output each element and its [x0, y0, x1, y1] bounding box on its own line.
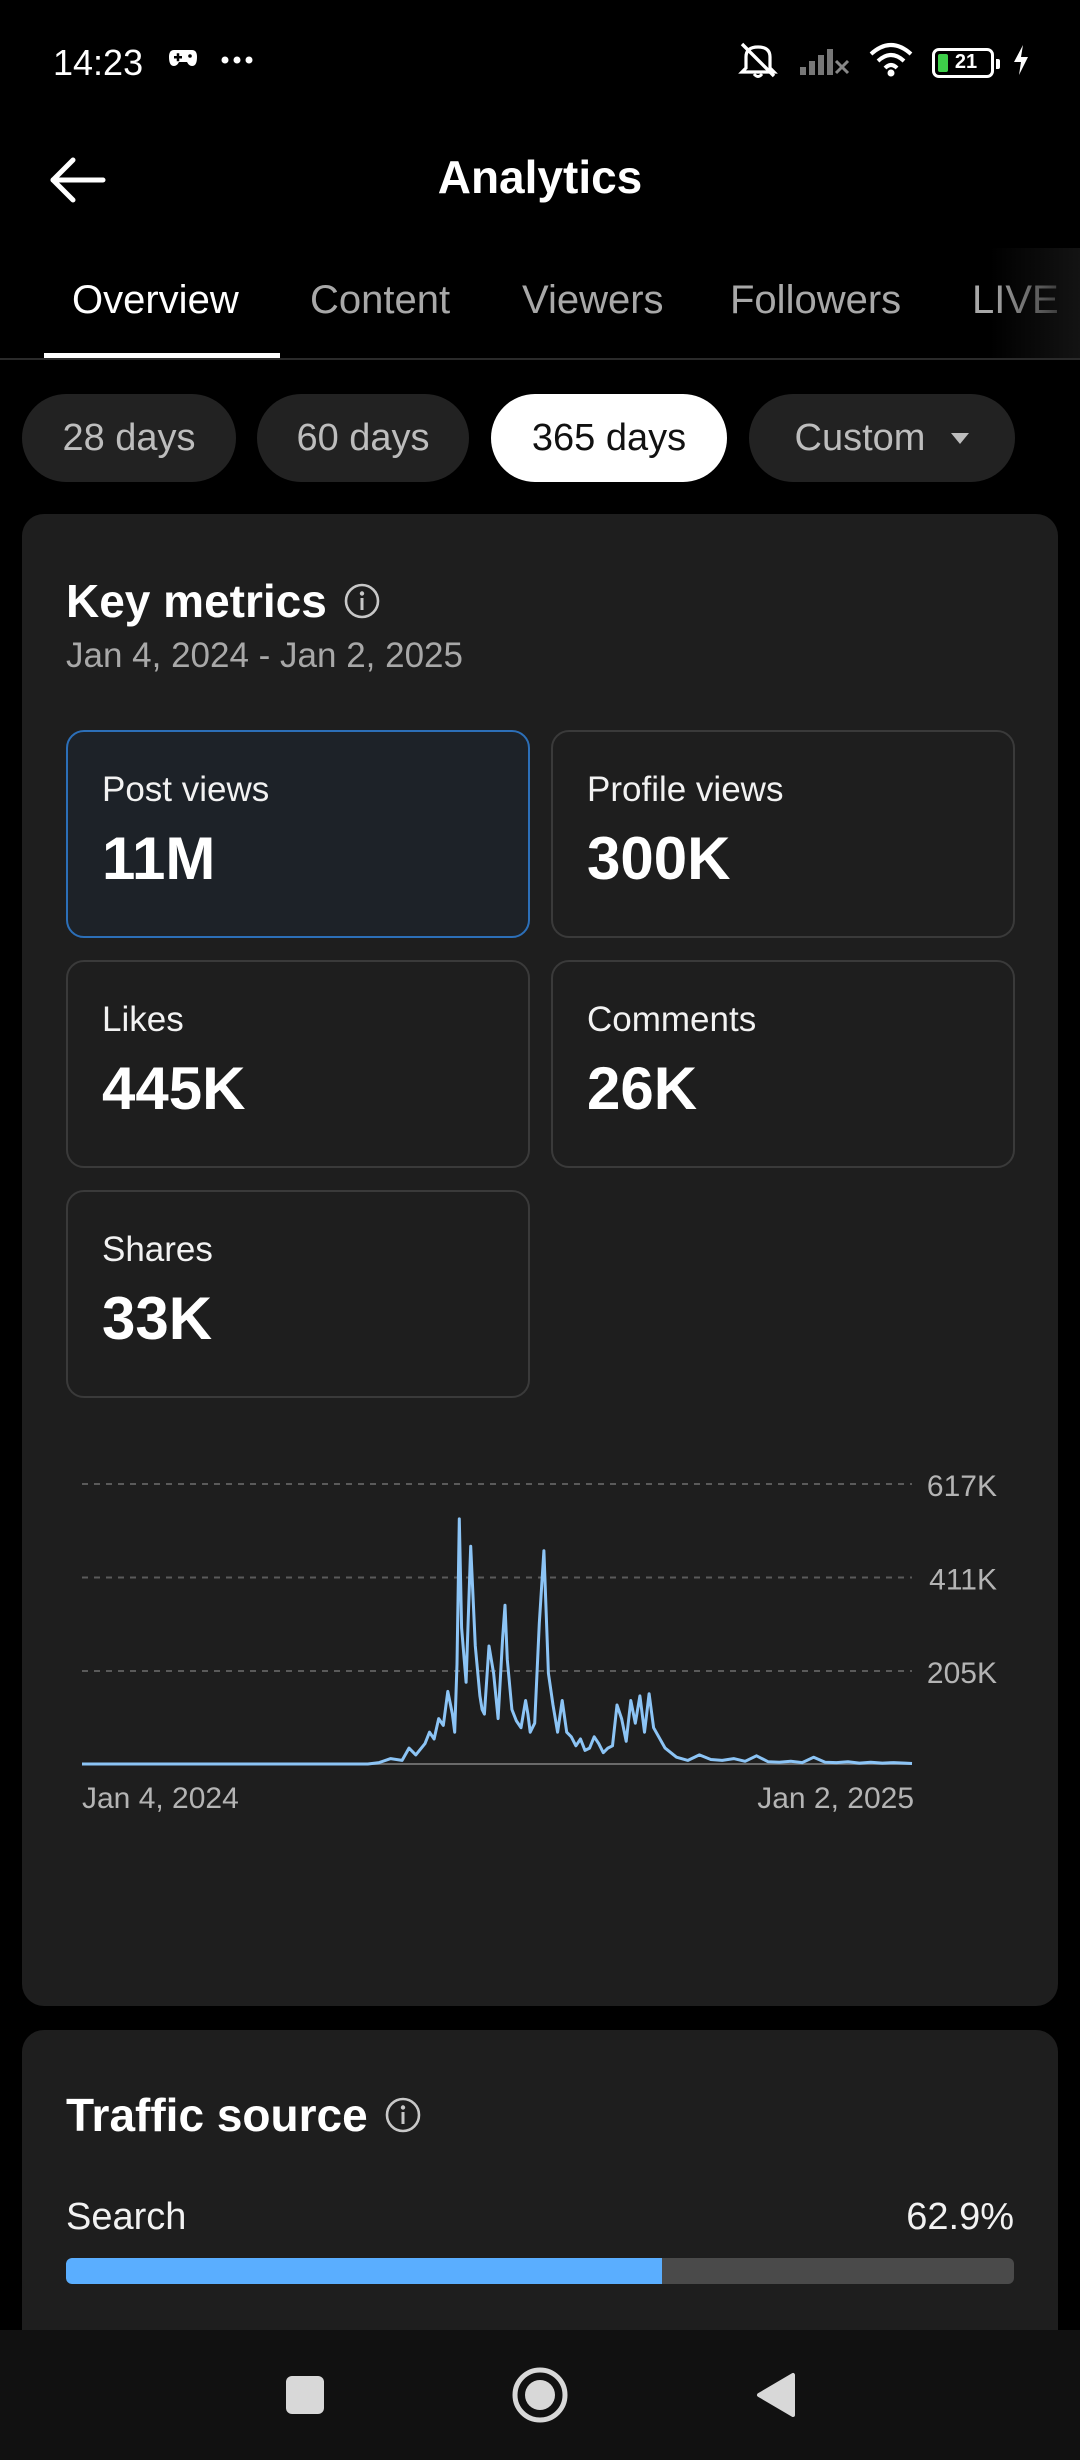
metric-value: 26K — [587, 1055, 698, 1122]
metric-value: 445K — [102, 1055, 246, 1122]
metric-profile-views[interactable]: Profile views 300K — [551, 730, 1015, 938]
system-nav-bar — [0, 2330, 1080, 2460]
key-metrics-title: Key metrics — [66, 575, 327, 627]
arrow-left-icon — [50, 157, 106, 203]
battery-level: 21 — [954, 51, 978, 73]
tabs-fade-overlay — [990, 248, 1080, 358]
metric-label: Likes — [102, 1000, 184, 1039]
traffic-source-heading: Traffic source — [66, 2088, 422, 2142]
more-dots-icon — [220, 52, 254, 70]
period-28-days[interactable]: 28 days — [22, 394, 236, 482]
traffic-source-percent: 62.9% — [906, 2196, 1014, 2238]
info-icon[interactable] — [384, 2096, 422, 2134]
back-button[interactable] — [42, 148, 112, 212]
metric-label: Post views — [102, 770, 270, 809]
tab-viewers[interactable]: Viewers — [522, 278, 664, 322]
back-nav-button[interactable] — [740, 2360, 810, 2430]
metric-likes[interactable]: Likes 445K — [66, 960, 530, 1168]
date-range: Jan 4, 2024 - Jan 2, 2025 — [66, 636, 463, 675]
tab-content[interactable]: Content — [310, 278, 451, 322]
traffic-source-title: Traffic source — [66, 2089, 368, 2141]
tab-bar: Overview Content Viewers Followers LIVE — [0, 248, 1080, 360]
period-custom-label: Custom — [794, 416, 926, 459]
home-button[interactable] — [505, 2360, 575, 2430]
status-bar: 14:23 21 — [0, 0, 1080, 130]
recents-square-icon — [286, 2376, 324, 2414]
traffic-source-bar — [66, 2258, 1014, 2284]
wifi-icon — [868, 42, 914, 83]
metric-value: 33K — [102, 1285, 213, 1352]
app-header: Analytics — [0, 130, 1080, 230]
metric-post-views[interactable]: Post views 11M — [66, 730, 530, 938]
gamepad-icon — [168, 46, 198, 75]
chart-y-tick-label: 411K — [929, 1563, 997, 1596]
status-left-icons — [168, 46, 254, 75]
traffic-source-bar-fill — [66, 2258, 663, 2284]
status-time: 14:23 — [53, 42, 144, 83]
period-custom-dropdown[interactable]: Custom — [749, 394, 1015, 482]
recents-button[interactable] — [270, 2360, 340, 2430]
page-title: Analytics — [437, 151, 643, 203]
metric-value: 11M — [102, 825, 216, 892]
post-views-chart[interactable]: 617K 411K 205K Jan 4, 2024 Jan 2, 2025 — [22, 1444, 1058, 1964]
traffic-source-label: Search — [66, 2196, 187, 2238]
battery-icon: 21 — [932, 47, 1000, 78]
chart-x-start-label: Jan 4, 2024 — [82, 1782, 239, 1815]
metric-value: 300K — [587, 825, 731, 892]
metric-label: Comments — [587, 1000, 757, 1039]
status-right-icons: 21 — [736, 40, 1030, 85]
caret-down-icon — [951, 432, 970, 444]
period-60-days[interactable]: 60 days — [257, 394, 469, 482]
signal-icon — [798, 43, 850, 82]
charging-icon — [1012, 44, 1030, 81]
period-365-days[interactable]: 365 days — [491, 394, 727, 482]
chart-x-end-label: Jan 2, 2025 — [757, 1782, 914, 1815]
metric-label: Profile views — [587, 770, 784, 809]
home-circle-icon — [512, 2367, 568, 2423]
active-tab-indicator — [44, 353, 280, 358]
info-icon[interactable] — [343, 582, 381, 620]
metric-label: Shares — [102, 1230, 213, 1269]
metric-comments[interactable]: Comments 26K — [551, 960, 1015, 1168]
tab-followers[interactable]: Followers — [730, 278, 902, 322]
key-metrics-card: Key metrics Jan 4, 2024 - Jan 2, 2025 Po… — [22, 514, 1058, 2006]
chart-y-tick-label: 205K — [927, 1657, 997, 1690]
back-triangle-icon — [757, 2373, 795, 2417]
tab-overview[interactable]: Overview — [72, 278, 239, 322]
key-metrics-heading: Key metrics — [66, 574, 381, 628]
metric-shares[interactable]: Shares 33K — [66, 1190, 530, 1398]
chart-series-line-post-views — [82, 1517, 913, 1766]
mute-icon — [736, 40, 780, 85]
chart-y-tick-label: 617K — [927, 1470, 997, 1503]
